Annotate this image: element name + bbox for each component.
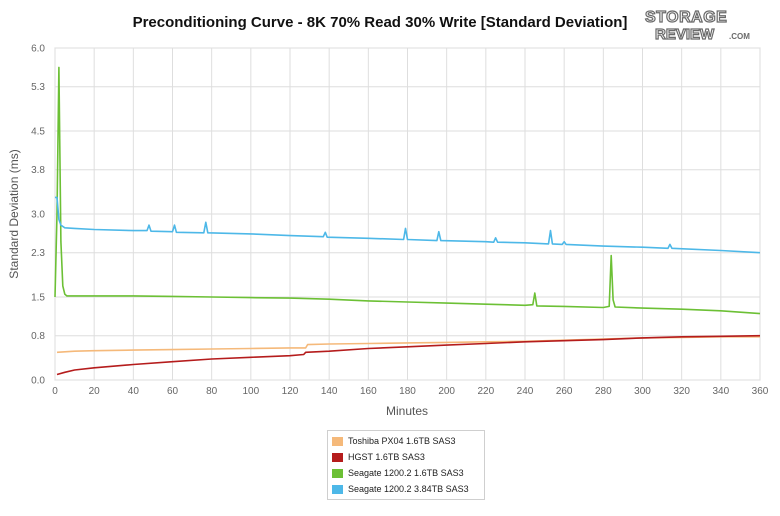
chart-legend: Toshiba PX04 1.6TB SAS3 HGST 1.6TB SAS3 Se… — [327, 430, 485, 500]
series-line-2 — [56, 334, 761, 376]
legend-label: Seagate 1200.2 1.6TB SAS3 — [348, 468, 464, 478]
x-tick-label: 20 — [89, 386, 101, 397]
storage-review-logo: STORAGE REVIEW .COM — [644, 8, 750, 42]
x-tick-label: 320 — [673, 386, 690, 397]
x-tick-label: 360 — [752, 386, 769, 397]
y-tick-label: 5.3 — [31, 82, 45, 93]
x-tick-label: 300 — [634, 386, 651, 397]
y-tick-label: 3.8 — [31, 165, 45, 176]
x-tick-label: 340 — [712, 386, 729, 397]
y-axis-label: Standard Deviation (ms) — [7, 149, 21, 278]
x-tick-label: 40 — [128, 386, 140, 397]
chart-grid — [54, 47, 761, 381]
y-tick-label: 0.0 — [31, 376, 45, 387]
x-tick-label: 240 — [517, 386, 534, 397]
chart-series — [54, 66, 761, 376]
chart-title: Preconditioning Curve - 8K 70% Read 30% … — [132, 14, 628, 31]
y-tick-label: 1.5 — [31, 293, 45, 304]
legend-item: Toshiba PX04 1.6TB SAS3 — [332, 433, 480, 449]
x-tick-label: 280 — [595, 386, 612, 397]
legend-label: Seagate 1200.2 3.84TB SAS3 — [348, 484, 469, 494]
x-tick-label: 180 — [399, 386, 416, 397]
legend-swatch — [332, 484, 343, 494]
y-tick-label: 3.0 — [31, 210, 45, 221]
x-tick-label: 100 — [242, 386, 259, 397]
x-tick-label: 140 — [321, 386, 338, 397]
svg-text:REVIEW: REVIEW — [655, 26, 715, 42]
legend-label: Toshiba PX04 1.6TB SAS3 — [348, 436, 456, 446]
y-tick-label: 6.0 — [31, 44, 45, 55]
legend-item: Seagate 1200.2 3.84TB SAS3 — [332, 481, 480, 497]
legend-label: HGST 1.6TB SAS3 — [348, 452, 425, 462]
legend-item: HGST 1.6TB SAS3 — [332, 449, 480, 465]
series-line-4 — [55, 196, 761, 254]
x-tick-label: 120 — [282, 386, 299, 397]
x-tick-label: 220 — [477, 386, 494, 397]
x-tick-label: 260 — [556, 386, 573, 397]
chart-ticks: 0.0 0.8 1.5 2.3 3.0 3.8 4.5 5.3 6.0 0 20 40 60 80 100 1… — [31, 44, 769, 398]
legend-swatch — [332, 452, 343, 462]
svg-text:STORAGE: STORAGE — [645, 9, 727, 26]
x-tick-label: 200 — [438, 386, 455, 397]
y-tick-label: 0.8 — [31, 331, 45, 342]
legend-swatch — [332, 436, 343, 446]
x-tick-label: 0 — [52, 386, 58, 397]
legend-item: Seagate 1200.2 1.6TB SAS3 — [332, 465, 480, 481]
x-axis-label: Minutes — [386, 404, 428, 418]
x-tick-label: 160 — [360, 386, 377, 397]
svg-text:.COM: .COM — [729, 32, 750, 41]
y-tick-label: 4.5 — [31, 127, 45, 138]
x-tick-label: 60 — [167, 386, 179, 397]
line-chart: 0.0 0.8 1.5 2.3 3.0 3.8 4.5 5.3 6.0 0 20 40 60 80 100 1… — [7, 44, 769, 419]
legend-swatch — [332, 468, 343, 478]
x-tick-label: 80 — [206, 386, 218, 397]
y-tick-label: 2.3 — [31, 248, 45, 259]
series-line-3 — [54, 66, 761, 315]
